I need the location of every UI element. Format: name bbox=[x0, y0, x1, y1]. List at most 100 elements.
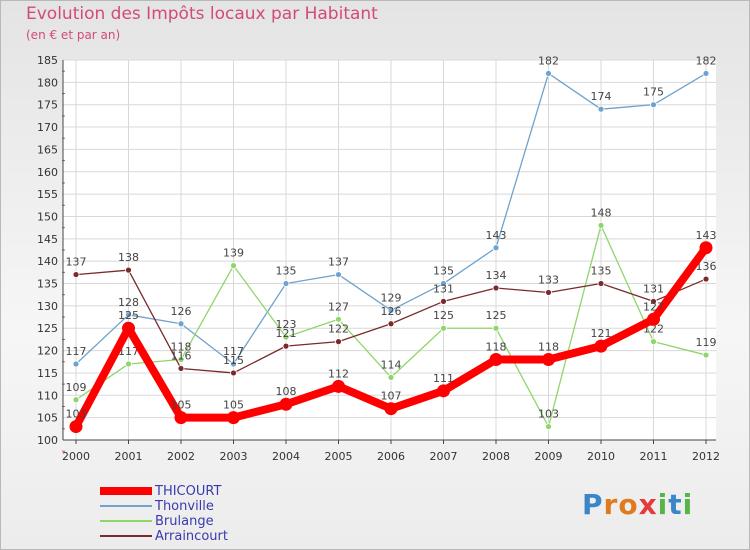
series-brulange: 109 117 118 139 123 127 114 125 125 103 148 122 119 bbox=[66, 206, 717, 430]
data-label: 105 bbox=[171, 399, 192, 412]
data-label: 137 bbox=[66, 256, 87, 269]
legend-label: THICOURT bbox=[155, 484, 222, 499]
data-point bbox=[387, 374, 395, 381]
x-tick-label: 2003 bbox=[220, 450, 248, 463]
data-label: 126 bbox=[171, 305, 192, 318]
data-label: 129 bbox=[381, 291, 402, 304]
data-point bbox=[125, 311, 132, 319]
y-tick-label: 105 bbox=[37, 412, 58, 425]
data-label: 137 bbox=[328, 256, 349, 269]
data-label: 107 bbox=[381, 390, 402, 403]
data-label: 143 bbox=[696, 229, 717, 242]
logo-letter: t bbox=[668, 488, 683, 521]
data-point bbox=[335, 315, 342, 323]
y-tick-label: 135 bbox=[37, 278, 58, 291]
data-label: 117 bbox=[118, 345, 139, 358]
data-point bbox=[282, 342, 290, 350]
series-arraincourt: 137 138 116 115 121 122 126 131 134 133 135 131 136 bbox=[66, 251, 717, 377]
data-label: 131 bbox=[433, 282, 454, 295]
data-point bbox=[702, 351, 710, 359]
data-label: 103 bbox=[66, 408, 87, 421]
data-point bbox=[702, 70, 710, 77]
data-point bbox=[492, 324, 500, 332]
data-point bbox=[699, 241, 713, 255]
data-point bbox=[177, 365, 185, 372]
data-label: 182 bbox=[538, 54, 559, 67]
data-label: 105 bbox=[223, 399, 244, 412]
y-tick-label: 100 bbox=[37, 434, 58, 447]
data-label: 148 bbox=[591, 206, 612, 219]
data-point bbox=[72, 396, 80, 404]
y-tick-label: 170 bbox=[37, 121, 58, 134]
data-label: 174 bbox=[591, 90, 612, 103]
y-tick-label: 175 bbox=[37, 99, 58, 112]
data-point bbox=[440, 298, 447, 305]
data-point bbox=[647, 312, 660, 326]
data-point bbox=[594, 339, 608, 353]
data-label: 118 bbox=[171, 341, 192, 354]
data-point bbox=[597, 280, 605, 287]
data-label: 118 bbox=[538, 341, 559, 354]
data-label: 117 bbox=[223, 345, 244, 358]
y-tick-label: 120 bbox=[37, 345, 58, 358]
data-point bbox=[440, 324, 447, 332]
data-label: 182 bbox=[696, 54, 717, 67]
data-label: 128 bbox=[118, 296, 139, 309]
data-point bbox=[387, 320, 395, 328]
x-tick-label: 2012 bbox=[692, 450, 720, 463]
data-point bbox=[440, 280, 447, 287]
data-label: 108 bbox=[276, 385, 297, 398]
data-point bbox=[492, 244, 500, 252]
x-tick-label: 2007 bbox=[430, 450, 458, 463]
x-tick-label: 2000 bbox=[62, 450, 90, 463]
data-point bbox=[177, 356, 185, 363]
chart-subtitle: (en € et par an) bbox=[26, 28, 121, 42]
data-point bbox=[72, 360, 80, 368]
data-point bbox=[492, 284, 500, 292]
x-tick-label: 2011 bbox=[640, 450, 668, 463]
data-point bbox=[542, 353, 555, 367]
data-label: 135 bbox=[591, 265, 612, 278]
y-tick-label: 160 bbox=[37, 166, 58, 179]
data-point bbox=[545, 423, 552, 430]
legend-label: Thonville bbox=[155, 499, 214, 514]
legend-swatch bbox=[100, 505, 152, 507]
data-point bbox=[72, 271, 80, 278]
legend-swatch bbox=[100, 520, 152, 522]
y-tick-label: 180 bbox=[37, 76, 58, 89]
data-label: 139 bbox=[223, 247, 244, 260]
y-tick-label: 110 bbox=[37, 389, 58, 402]
x-tick-label: 2001 bbox=[115, 450, 143, 463]
data-label: 135 bbox=[276, 265, 297, 278]
data-point bbox=[122, 321, 135, 335]
x-tick-label: 2004 bbox=[272, 450, 300, 463]
y-tick-label: 150 bbox=[37, 210, 58, 223]
data-label: 175 bbox=[643, 86, 664, 99]
data-label: 112 bbox=[328, 367, 349, 380]
x-tick-label: 2005 bbox=[325, 450, 353, 463]
data-label: 127 bbox=[643, 300, 664, 313]
data-label: 136 bbox=[696, 260, 717, 273]
legend-swatch bbox=[100, 535, 152, 537]
y-tick-label: 145 bbox=[37, 233, 58, 246]
data-label: 143 bbox=[486, 229, 507, 242]
data-label: 114 bbox=[381, 358, 402, 371]
data-label: 115 bbox=[223, 354, 244, 367]
logo-letter: r bbox=[603, 488, 619, 521]
data-point bbox=[650, 298, 657, 305]
data-label: 118 bbox=[486, 341, 507, 354]
data-point bbox=[227, 411, 240, 425]
data-point bbox=[545, 70, 552, 77]
data-point bbox=[177, 320, 185, 328]
data-point bbox=[489, 353, 503, 367]
data-point bbox=[332, 379, 345, 393]
y-tick-label: 125 bbox=[37, 322, 58, 335]
data-label: 138 bbox=[118, 251, 139, 264]
data-label: 117 bbox=[66, 345, 87, 358]
data-label: 121 bbox=[591, 327, 612, 340]
data-point bbox=[335, 271, 342, 278]
legend-swatch bbox=[100, 487, 152, 495]
y-tick-label: 130 bbox=[37, 300, 58, 313]
data-label: 126 bbox=[381, 305, 402, 318]
